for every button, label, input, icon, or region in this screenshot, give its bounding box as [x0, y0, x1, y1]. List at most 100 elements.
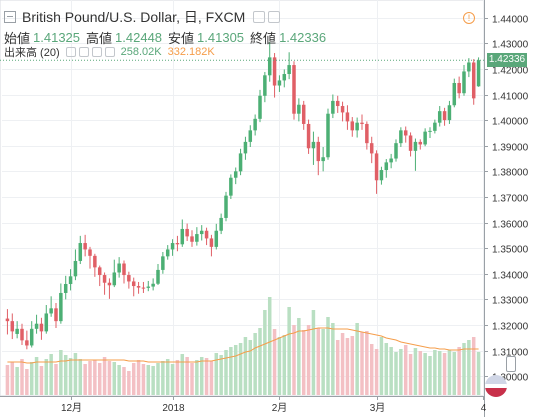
candle-body [326, 113, 330, 158]
volume-bar [437, 351, 442, 395]
event-marker-icon[interactable] [506, 356, 516, 372]
candle-body [34, 323, 39, 329]
candle-body [331, 100, 335, 114]
volume-bar [374, 349, 379, 395]
grid [0, 0, 485, 397]
volume-bar [306, 325, 311, 395]
candle-body [253, 118, 257, 131]
volume-bar [161, 361, 165, 395]
candle-body [287, 65, 291, 75]
volume-bar [102, 357, 107, 395]
candle-body [59, 292, 63, 322]
candle-body [204, 230, 209, 239]
y-tick-label: 1.30000 [492, 373, 529, 384]
candle-body [243, 141, 248, 154]
candle-body [340, 106, 345, 113]
volume-bar [263, 310, 267, 395]
volume-bar [93, 360, 97, 395]
volume-bar [384, 343, 389, 395]
candle-body [369, 143, 374, 154]
candle-body [379, 170, 384, 181]
volume-eye-icon[interactable] [65, 47, 76, 57]
candle-body [263, 75, 267, 96]
candle-body [175, 243, 180, 245]
eye-icon[interactable] [253, 11, 266, 23]
volume-bar [369, 344, 374, 395]
volume-bar [39, 366, 44, 395]
volume-bar [165, 359, 170, 395]
volume-bar [345, 338, 350, 395]
volume-settings-icon[interactable] [78, 47, 89, 57]
candle-body [267, 57, 272, 76]
volume-bar [127, 371, 131, 395]
volume-bars [5, 297, 481, 395]
candle-body [413, 141, 418, 151]
candle-body [374, 153, 379, 181]
candle-body [156, 269, 160, 284]
candle-body [5, 318, 10, 322]
candle-body [321, 157, 325, 162]
volume-bar [131, 363, 136, 395]
y-tick-label: 1.33000 [492, 296, 529, 307]
volume-bar [97, 363, 102, 395]
candle-body [335, 100, 340, 107]
volume-bar [340, 333, 345, 395]
symbol-title: British Pound/U.S. Dollar, 日, FXCM [22, 9, 246, 25]
volume-bar [209, 361, 214, 395]
settings-icon[interactable] [268, 11, 281, 23]
volume-bar [418, 351, 423, 395]
volume-bar [301, 330, 306, 395]
low-value: 1.41305 [197, 29, 245, 45]
close-value: 1.42336 [279, 29, 327, 45]
volume-bar [476, 352, 481, 395]
volume-bar [34, 357, 39, 395]
exclamation-circle-icon[interactable]: ! [463, 12, 475, 24]
candle-body [408, 135, 413, 151]
candle-body [214, 230, 219, 247]
volume-bar [428, 356, 432, 395]
candle-body [15, 328, 19, 334]
volume-bar [229, 347, 233, 395]
candle-body [442, 111, 447, 121]
volume-bar [326, 317, 330, 395]
collapse-icon[interactable] [4, 11, 16, 23]
volume-more-icon[interactable] [104, 47, 115, 57]
candle-body [146, 286, 151, 288]
volume-bar [5, 365, 10, 395]
candle-body [384, 162, 389, 171]
candle-body [131, 281, 136, 287]
candle-body [93, 255, 97, 268]
volume-bar [360, 332, 364, 395]
volume-bar [170, 364, 175, 395]
volume-bar [321, 329, 325, 395]
volume-bar [331, 323, 335, 395]
volume-bar [335, 340, 340, 395]
volume-bar [350, 336, 355, 395]
volume-bar [112, 362, 117, 395]
candle-body [272, 57, 277, 86]
volume-bar [180, 354, 185, 395]
volume-bar [185, 357, 189, 395]
volume-bar [195, 360, 199, 395]
volume-bar [243, 337, 248, 395]
x-tick-label: 3月 [370, 402, 386, 414]
volume-bar [447, 350, 452, 395]
y-tick-label: 1.37000 [492, 194, 529, 205]
volume-bar [63, 355, 68, 395]
candle-body [345, 112, 350, 122]
y-tick-label: 1.43000 [492, 40, 529, 51]
candle-body [195, 234, 199, 242]
x-axis: 12月 2018 2月 3月 4 [0, 396, 487, 414]
x-tick-label: 4 [481, 403, 487, 414]
volume-close-icon[interactable] [91, 47, 102, 57]
candle-body [107, 282, 112, 286]
volume-label: 出来高 (20) [4, 47, 60, 59]
volume-bar [117, 365, 121, 395]
volume-bar [15, 367, 19, 395]
x-tick-label: 12月 [61, 402, 82, 414]
candle-body [88, 249, 92, 256]
volume-bar [199, 357, 204, 395]
x-tick-label: 2018 [162, 403, 185, 414]
candle-body [224, 195, 228, 218]
volume-bar [44, 359, 49, 395]
